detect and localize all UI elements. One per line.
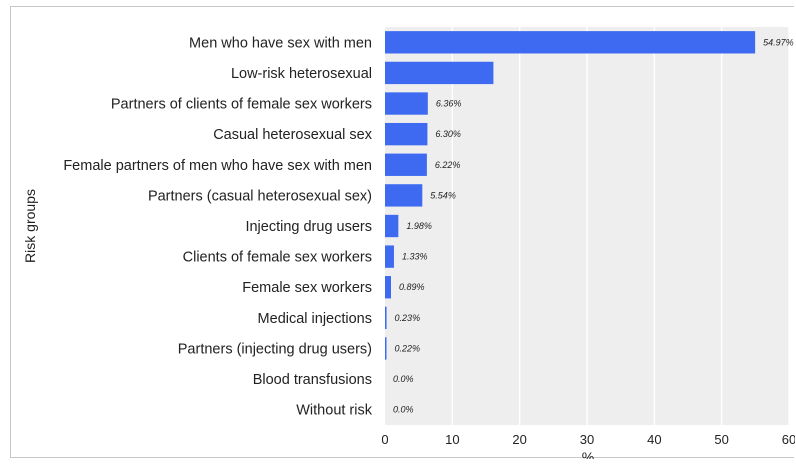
data-label: 1.33% xyxy=(402,252,428,262)
bar xyxy=(385,31,756,54)
x-tick-label: 20 xyxy=(512,432,526,447)
data-label: 6.30% xyxy=(435,129,461,139)
bar xyxy=(385,245,394,268)
category-label: Partners (casual heterosexual sex) xyxy=(148,188,372,204)
data-label: 5.54% xyxy=(430,190,456,200)
gridlines xyxy=(451,27,790,425)
bar xyxy=(385,153,427,176)
category-label: Partners of clients of female sex worker… xyxy=(111,97,372,113)
category-label: Clients of female sex workers xyxy=(183,250,372,266)
bar xyxy=(385,276,391,299)
bar xyxy=(385,337,387,360)
category-label: Blood transfusions xyxy=(253,372,372,388)
data-label: 0.22% xyxy=(394,343,420,353)
bar xyxy=(385,92,428,115)
bar xyxy=(385,122,428,146)
category-label: Low-risk heterosexual xyxy=(231,66,372,82)
category-label: Injecting drug users xyxy=(245,219,372,235)
data-label: 0.89% xyxy=(399,282,425,292)
data-label: 54.97% xyxy=(763,37,794,47)
data-label: 6.36% xyxy=(436,99,462,109)
x-tick-label: 40 xyxy=(647,432,661,447)
bar xyxy=(385,184,423,207)
data-label: 0.23% xyxy=(395,313,421,323)
data-labels: 54.97% 6.36% 6.30% 6.22% 5.54% 1.98% 1.33% 0.89… xyxy=(393,37,794,414)
data-label: 1.98% xyxy=(406,221,432,231)
x-tick-label: 50 xyxy=(714,432,728,447)
x-tick-label: 0 xyxy=(381,432,388,447)
category-label: Casual heterosexual sex xyxy=(213,127,373,143)
category-labels: Men who have sex with men Low-risk hetero… xyxy=(63,35,372,418)
x-tick-label: 60 xyxy=(782,432,795,447)
bars xyxy=(385,31,756,360)
data-label: 6.22% xyxy=(435,160,461,170)
x-tick-labels: 0 10 20 30 40 50 60 xyxy=(381,432,795,447)
category-label: Medical injections xyxy=(258,311,372,327)
category-label: Men who have sex with men xyxy=(189,35,372,51)
x-axis-title: % xyxy=(582,449,594,459)
category-label: Female sex workers xyxy=(242,280,372,296)
data-label: 0.0% xyxy=(393,374,414,384)
y-axis-title: Risk groups xyxy=(22,189,38,263)
chart-frame: Men who have sex with men Low-risk hetero… xyxy=(10,6,795,459)
bar-chart: Men who have sex with men Low-risk hetero… xyxy=(22,27,795,459)
bar xyxy=(385,61,494,85)
x-tick-label: 30 xyxy=(580,432,594,447)
data-label: 0.0% xyxy=(393,405,414,415)
category-label: Partners (injecting drug users) xyxy=(178,341,372,357)
bar xyxy=(385,214,399,238)
bar xyxy=(385,306,387,330)
x-tick-label: 10 xyxy=(445,432,459,447)
category-label: Female partners of men who have sex with… xyxy=(63,158,372,174)
category-label: Without risk xyxy=(296,403,372,419)
